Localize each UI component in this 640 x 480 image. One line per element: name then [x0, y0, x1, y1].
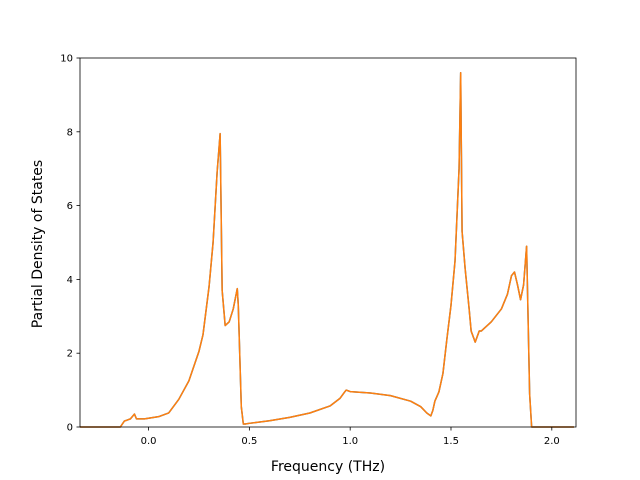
plot-frame — [79, 57, 577, 428]
y-tick-label: 6 — [67, 201, 73, 212]
series-line-2 — [80, 72, 574, 428]
x-tick-label: 2.0 — [544, 436, 560, 447]
y-tick-label: 4 — [67, 275, 73, 286]
y-tick-label: 2 — [67, 349, 73, 360]
y-tick-label: 0 — [67, 423, 73, 434]
y-axis-label: Partial Density of States — [30, 160, 46, 328]
x-tick-label: 1.5 — [443, 436, 459, 447]
x-tick-label: 0.0 — [141, 436, 157, 447]
y-tick-label: 10 — [60, 54, 73, 65]
x-tick-label: 1.0 — [342, 436, 358, 447]
x-axis-label: Frequency (THz) — [271, 459, 385, 475]
axes-layer: 0.0 0.5 1.0 1.5 2.0 0 2 4 6 8 10 — [60, 54, 577, 447]
x-tick-label: 0.5 — [241, 436, 257, 447]
series-layer — [80, 72, 574, 428]
y-tick-label: 8 — [67, 127, 73, 138]
